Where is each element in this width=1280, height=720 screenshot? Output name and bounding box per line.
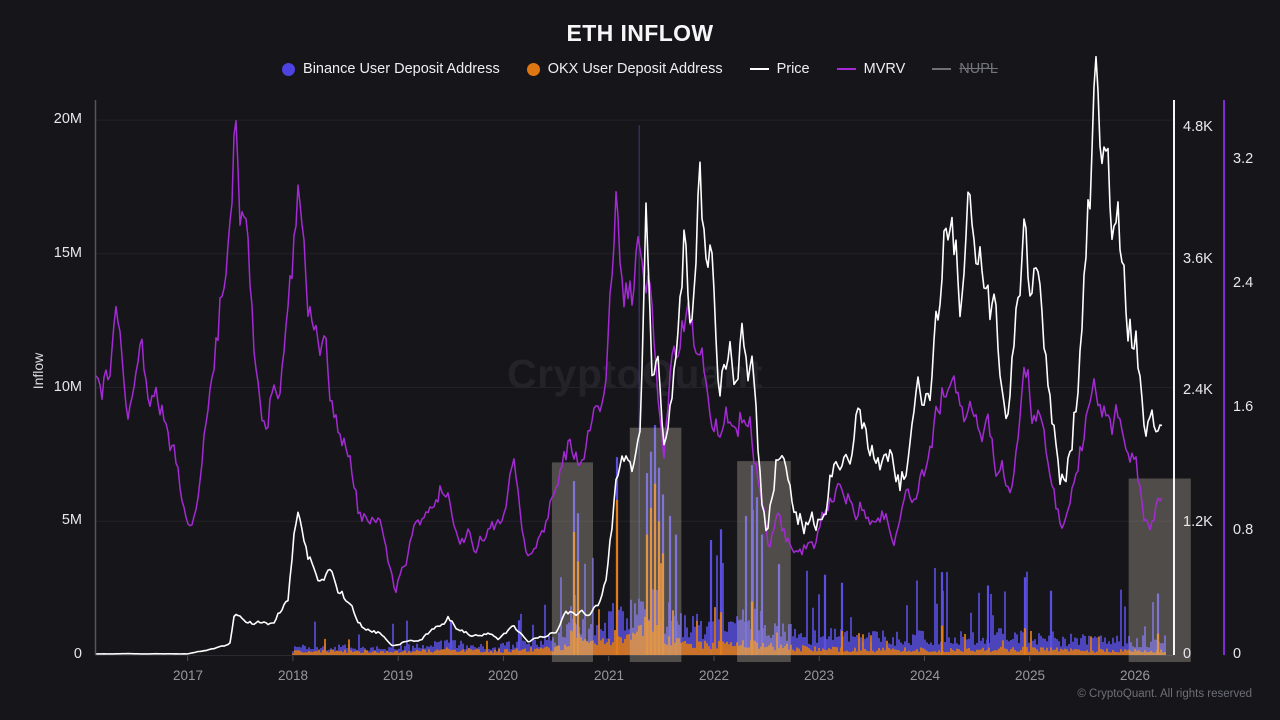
legend: Binance User Deposit Address OKX User De… xyxy=(0,61,1280,77)
legend-item-okx[interactable]: OKX User Deposit Address xyxy=(526,61,723,77)
x-axis-tick: 2023 xyxy=(803,668,835,683)
okx-series-dot-icon xyxy=(526,62,540,76)
x-axis-tick: 2020 xyxy=(487,668,519,683)
binance-inflow-bars xyxy=(292,475,1166,655)
x-axis-tick: 2019 xyxy=(382,668,414,683)
mvrv-axis-tick: 1.6 xyxy=(1233,399,1254,415)
inflow-axis-tick: 5M xyxy=(61,512,82,528)
x-axis-tick: 2017 xyxy=(172,668,204,683)
price-axis-tick: 3.6K xyxy=(1183,251,1213,267)
highlight-region xyxy=(737,461,791,662)
x-axis-tick: 2024 xyxy=(909,668,941,683)
price-axis-tick: 0 xyxy=(1183,646,1192,662)
x-axis-tick: 2022 xyxy=(698,668,730,683)
x-axis-tick: 2018 xyxy=(277,668,309,683)
mvrv-axis-tick: 3.2 xyxy=(1233,151,1254,167)
price-line xyxy=(96,55,1163,655)
price-axis-tick: 1.2K xyxy=(1183,514,1213,530)
legend-label-okx: OKX User Deposit Address xyxy=(547,61,723,77)
highlight-region xyxy=(1128,478,1191,662)
mvrv-axis-tick: 0 xyxy=(1233,646,1242,662)
price-series-line-icon xyxy=(749,67,769,71)
price-axis-tick: 2.4K xyxy=(1183,382,1213,398)
x-axis-tick: 2025 xyxy=(1014,668,1046,683)
x-axis-tick: 2026 xyxy=(1119,668,1151,683)
okx-inflow-spikes xyxy=(572,483,1160,655)
nupl-series-line-icon xyxy=(932,67,952,71)
inflow-axis-tick: 0 xyxy=(73,646,82,662)
mvrv-series-line-icon xyxy=(836,67,856,71)
legend-item-mvrv[interactable]: MVRV xyxy=(836,61,906,77)
price-axis-tick: 4.8K xyxy=(1183,119,1213,135)
legend-label-price: Price xyxy=(776,61,810,77)
legend-label-mvrv: MVRV xyxy=(863,61,906,77)
legend-item-binance[interactable]: Binance User Deposit Address xyxy=(282,61,500,77)
copyright-text: © CryptoQuant. All rights reserved xyxy=(1077,688,1252,700)
legend-label-nupl: NUPL xyxy=(959,61,998,77)
binance-series-dot-icon xyxy=(282,62,296,76)
chart-title: ETH INFLOW xyxy=(566,20,714,46)
highlight-region xyxy=(551,462,593,662)
highlight-region xyxy=(629,427,682,662)
inflow-axis-tick: 15M xyxy=(53,245,82,261)
mvrv-axis-tick: 2.4 xyxy=(1233,275,1254,291)
okx-inflow-bars xyxy=(292,563,1166,655)
inflow-axis-tick: 20M xyxy=(53,111,82,127)
inflow-axis-tick: 10M xyxy=(53,379,82,395)
legend-item-price[interactable]: Price xyxy=(749,61,810,77)
y-axis-title-inflow: Inflow xyxy=(30,352,46,390)
x-axis-tick: 2021 xyxy=(593,668,625,683)
legend-item-nupl[interactable]: NUPL xyxy=(932,61,998,77)
legend-label-binance: Binance User Deposit Address xyxy=(303,61,500,77)
mvrv-line xyxy=(95,119,1163,594)
mvrv-axis-tick: 0.8 xyxy=(1233,522,1254,538)
